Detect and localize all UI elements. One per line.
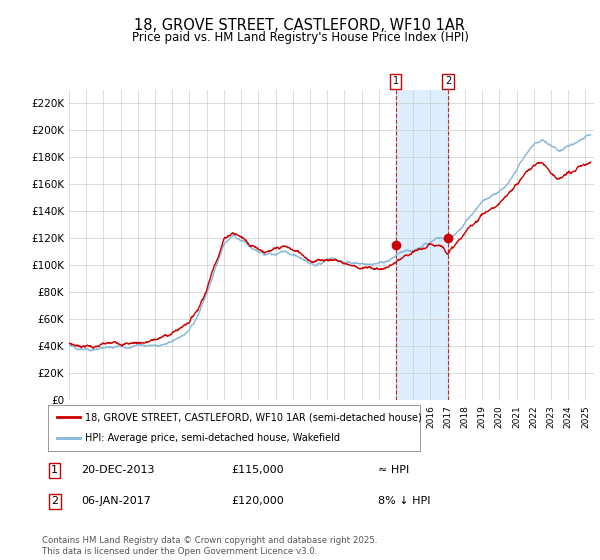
Text: £120,000: £120,000 [231,496,284,506]
Text: 20-DEC-2013: 20-DEC-2013 [81,465,155,475]
Text: 18, GROVE STREET, CASTLEFORD, WF10 1AR (semi-detached house): 18, GROVE STREET, CASTLEFORD, WF10 1AR (… [85,412,422,422]
Text: 1: 1 [392,77,398,86]
Text: Price paid vs. HM Land Registry's House Price Index (HPI): Price paid vs. HM Land Registry's House … [131,31,469,44]
Text: 8% ↓ HPI: 8% ↓ HPI [378,496,431,506]
Text: 06-JAN-2017: 06-JAN-2017 [81,496,151,506]
Text: 1: 1 [51,465,58,475]
Text: 2: 2 [51,496,58,506]
Text: 2: 2 [445,77,451,86]
Bar [395,90,448,400]
Text: 18, GROVE STREET, CASTLEFORD, WF10 1AR: 18, GROVE STREET, CASTLEFORD, WF10 1AR [134,18,466,33]
Text: Contains HM Land Registry data © Crown copyright and database right 2025.
This d: Contains HM Land Registry data © Crown c… [42,536,377,556]
Text: HPI: Average price, semi-detached house, Wakefield: HPI: Average price, semi-detached house,… [85,433,340,444]
Text: ≈ HPI: ≈ HPI [378,465,409,475]
Text: £115,000: £115,000 [231,465,284,475]
